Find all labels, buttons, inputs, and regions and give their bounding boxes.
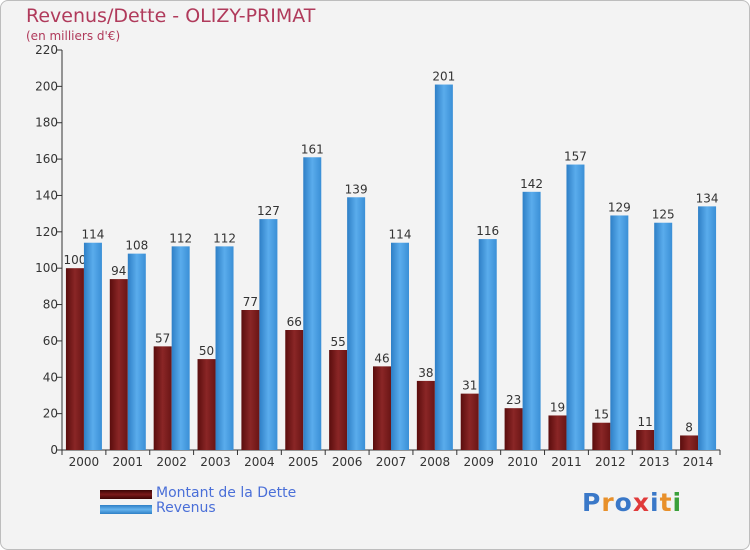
x-tick-label: 2011 <box>551 455 582 469</box>
x-tick-label: 2009 <box>463 455 494 469</box>
x-tick-label: 2012 <box>595 455 626 469</box>
data-label-revenus: 114 <box>389 228 412 242</box>
bar-revenus <box>478 239 497 450</box>
x-tick-label: 2003 <box>200 455 231 469</box>
legend-label-revenus: Revenus <box>156 500 216 516</box>
data-label-revenus: 129 <box>608 200 631 214</box>
x-tick-label: 2000 <box>69 455 100 469</box>
y-tick-label: 120 <box>35 225 58 239</box>
data-label-debt: 15 <box>594 408 609 422</box>
bar-revenus <box>215 246 234 450</box>
data-label-revenus: 134 <box>696 191 719 205</box>
data-label-debt: 46 <box>374 351 389 365</box>
data-label-debt: 94 <box>111 264 126 278</box>
data-label-revenus: 116 <box>476 224 499 238</box>
y-tick-label: 0 <box>50 443 58 457</box>
bar-debt <box>636 430 655 450</box>
x-tick-label: 2006 <box>332 455 363 469</box>
data-label-revenus: 127 <box>257 204 280 218</box>
proxiti-logo: Proxiti <box>582 488 683 517</box>
data-label-debt: 8 <box>685 420 693 434</box>
legend-label-debt: Montant de la Dette <box>156 485 297 501</box>
data-label-debt: 55 <box>330 335 345 349</box>
bar-debt <box>592 422 611 450</box>
x-tick-label: 2001 <box>113 455 144 469</box>
x-tick-label: 2002 <box>156 455 187 469</box>
bar-revenus <box>522 191 541 450</box>
legend-swatch-debt <box>100 490 152 499</box>
data-label-debt: 19 <box>550 400 565 414</box>
data-label-revenus: 142 <box>520 177 543 191</box>
data-label-debt: 11 <box>638 415 653 429</box>
bar-debt <box>197 359 216 450</box>
x-tick-label: 2008 <box>420 455 451 469</box>
bar-revenus <box>259 219 278 450</box>
bar-debt <box>109 279 128 450</box>
chart-title: Revenus/Dette - OLIZY-PRIMAT <box>26 5 316 27</box>
data-label-debt: 23 <box>506 393 521 407</box>
data-label-debt: 31 <box>462 379 477 393</box>
data-label-revenus: 112 <box>213 231 236 245</box>
data-label-revenus: 161 <box>301 142 324 156</box>
data-label-revenus: 157 <box>564 150 587 164</box>
bar-revenus <box>434 84 453 450</box>
y-tick-label: 20 <box>43 407 58 421</box>
bar-revenus <box>566 164 585 450</box>
bar-revenus <box>303 157 322 451</box>
x-tick-label: 2010 <box>507 455 538 469</box>
bar-revenus <box>171 246 190 450</box>
bar-debt <box>153 346 172 450</box>
data-label-revenus: 125 <box>652 208 675 222</box>
bar-revenus <box>347 197 366 450</box>
legend-swatch-revenus <box>100 505 152 514</box>
y-tick-label: 200 <box>35 79 58 93</box>
bar-debt <box>548 415 567 450</box>
y-tick-label: 40 <box>43 370 58 384</box>
data-label-revenus: 108 <box>125 239 148 253</box>
y-tick-label: 140 <box>35 188 58 202</box>
bar-revenus <box>83 242 102 450</box>
chart-subtitle: (en milliers d'€) <box>26 29 121 43</box>
bar-debt <box>416 380 435 450</box>
bar-revenus <box>654 222 673 450</box>
data-label-debt: 100 <box>63 253 86 267</box>
x-tick-label: 2005 <box>288 455 319 469</box>
bar-debt <box>241 310 260 450</box>
data-label-debt: 66 <box>287 315 302 329</box>
data-label-debt: 77 <box>243 295 258 309</box>
bar-debt <box>329 350 348 450</box>
data-label-debt: 38 <box>418 366 433 380</box>
bar-debt <box>504 408 523 450</box>
bar-debt <box>680 435 699 450</box>
y-tick-label: 60 <box>43 334 58 348</box>
y-tick-label: 80 <box>43 298 58 312</box>
x-tick-label: 2013 <box>639 455 670 469</box>
x-tick-label: 2007 <box>376 455 407 469</box>
bar-debt <box>373 366 391 450</box>
bar-debt <box>460 393 479 450</box>
data-label-revenus: 112 <box>169 231 192 245</box>
x-tick-label: 2014 <box>683 455 714 469</box>
y-tick-label: 220 <box>35 43 58 57</box>
data-label-revenus: 114 <box>81 228 104 242</box>
bar-revenus <box>127 253 146 450</box>
data-label-debt: 50 <box>199 344 214 358</box>
bar-revenus <box>698 206 717 450</box>
bar-revenus <box>610 215 629 450</box>
data-label-debt: 57 <box>155 331 170 345</box>
x-tick-label: 2004 <box>244 455 275 469</box>
data-label-revenus: 201 <box>432 70 455 84</box>
bar-debt <box>65 268 84 450</box>
y-tick-label: 180 <box>35 116 58 130</box>
y-tick-label: 160 <box>35 152 58 166</box>
y-tick-label: 100 <box>35 261 58 275</box>
data-label-revenus: 139 <box>345 182 368 196</box>
bar-revenus <box>391 242 409 450</box>
bar-debt <box>285 330 304 450</box>
